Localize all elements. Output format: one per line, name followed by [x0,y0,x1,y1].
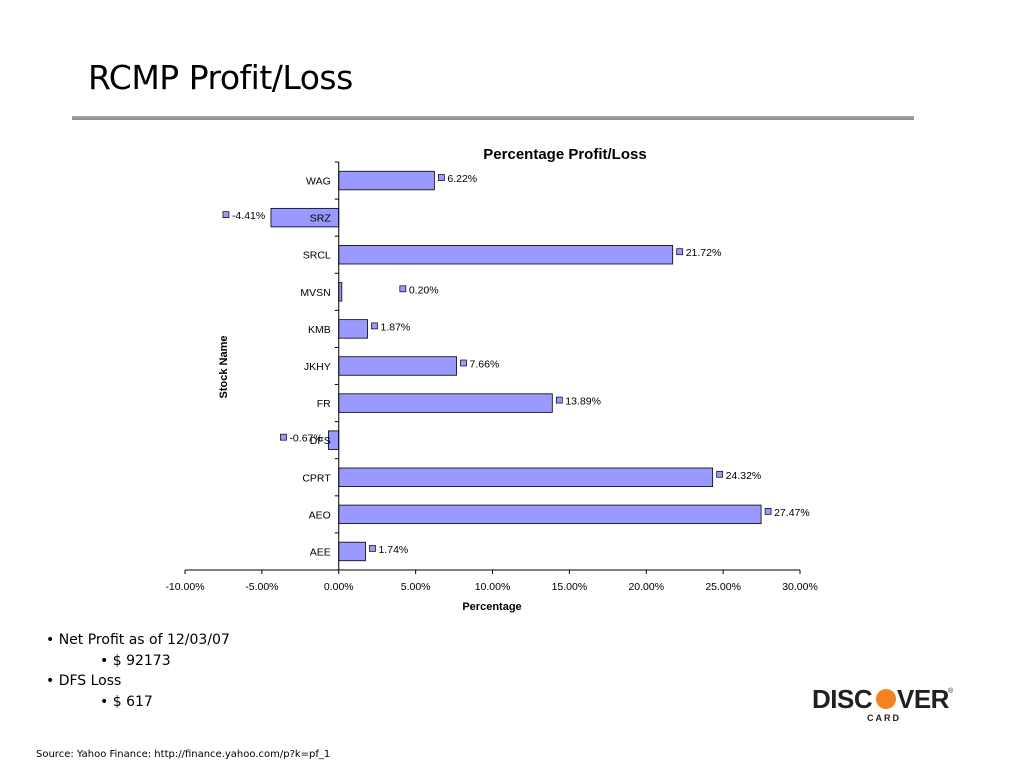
category-label-aee: AEE [310,546,331,558]
data-label-key-srcl [676,248,684,256]
data-label-cprt: 24.32% [726,470,762,482]
bullet-dfs-loss-value: • $ 617 [100,693,153,710]
discover-card-logo: DISC VER ® CARD [812,684,954,723]
logo-word-left: DISC [812,684,873,714]
x-tick-label: 10.00% [475,581,511,593]
data-label-dfs: -0.67% [289,433,322,445]
x-tick-label: 20.00% [628,581,664,593]
bar-fr [338,393,553,413]
bar-aee [338,541,366,562]
data-label-mvsn: 0.20% [409,284,439,296]
data-label-key-srz [222,211,230,218]
logo-sub: CARD [867,713,901,723]
data-label-key-mvsn [399,285,407,293]
bar-cprt [338,467,714,487]
x-tick-label: 15.00% [552,581,588,593]
bar-jkhy [338,356,457,376]
category-label-fr: FR [317,398,331,410]
bullet-net-profit: • Net Profit as of 12/03/07 [46,632,230,648]
title-divider [72,116,914,120]
source-note: Source: Yahoo Finance: http://finance.ya… [36,749,331,760]
bar-kmb [338,319,368,339]
data-label-key-fr [555,396,563,404]
category-label-cprt: CPRT [302,472,331,484]
data-label-jkhy: 7.66% [470,359,500,371]
category-label-kmb: KMB [308,324,331,336]
x-tick-label: -10.00% [165,581,204,593]
data-label-aeo: 27.47% [774,507,810,519]
data-label-srz: -4.41% [232,210,265,222]
x-axis-title: Percentage [462,601,521,613]
data-label-key-dfs [280,433,287,441]
data-label-key-wag [438,174,445,181]
category-label-srcl: SRCL [303,250,331,262]
category-label-dfs: DFS [310,435,331,447]
data-label-fr: 13.89% [565,396,601,408]
data-label-key-jkhy [460,359,467,367]
data-label-srcl: 21.72% [686,247,722,259]
data-label-key-cprt [716,470,724,478]
x-tick-label: 25.00% [705,581,741,593]
bar-chart: Percentage Profit/Loss -10.00% -5.00% 0.00… [165,146,818,613]
data-label-kmb: 1.87% [381,321,411,333]
category-label-aeo: AEO [309,509,331,521]
bar-srcl [338,245,674,265]
category-label-srz: SRZ [310,213,332,225]
x-tick-label: -5.00% [245,581,278,593]
category-label-wag: WAG [306,176,331,188]
category-label-jkhy: JKHY [304,361,331,373]
bar-aeo [338,504,762,525]
chart-title: Percentage Profit/Loss [483,146,646,163]
bar-wag [338,170,435,191]
data-label-key-aee [369,545,376,552]
data-label-key-aeo [764,508,772,515]
data-label-wag: 6.22% [447,173,477,185]
logo-orange-circle [876,689,896,709]
y-axis-title: Stock Name [218,336,230,399]
x-tick-label: 0.00% [324,581,354,593]
x-tick-label: 5.00% [401,581,431,593]
x-tick-label: 30.00% [782,581,818,593]
slide-title: RCMP Profit/Loss [88,58,353,97]
bullet-dfs-loss: • DFS Loss [46,673,122,689]
bullet-list: • Net Profit as of 12/03/07 • $ 92173 • … [46,630,230,712]
logo-registered-mark: ® [948,687,954,695]
category-label-mvsn: MVSN [300,287,330,299]
data-label-aee: 1.74% [379,544,409,556]
bullet-net-profit-value: • $ 92173 [100,652,171,669]
logo-word-right: VER [897,684,950,714]
data-label-key-kmb [371,322,378,330]
